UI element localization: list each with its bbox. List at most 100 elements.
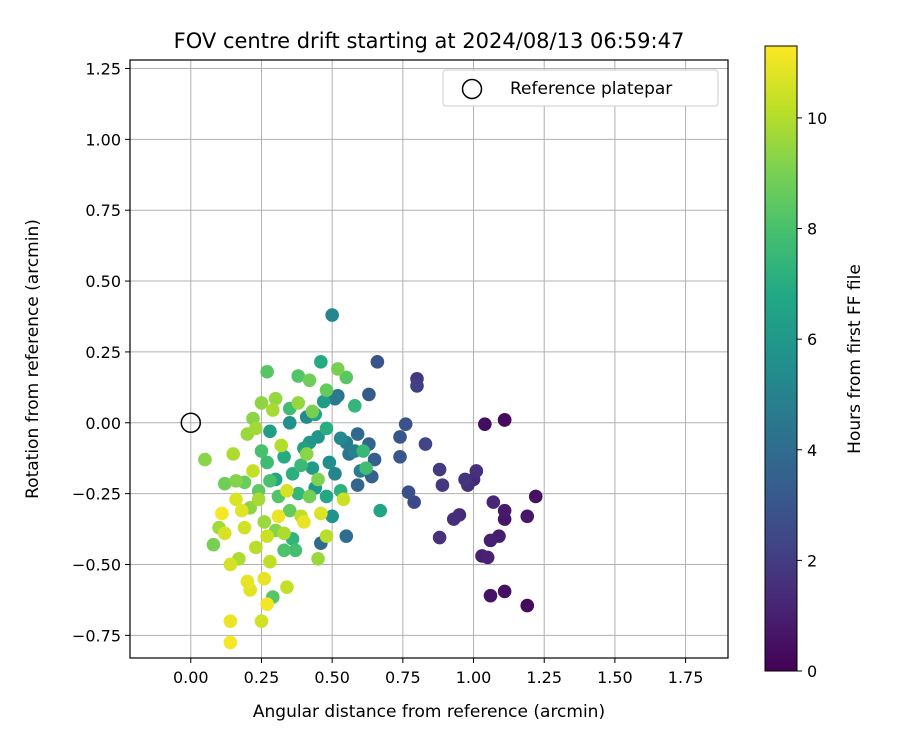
legend-box xyxy=(442,69,719,107)
data-point xyxy=(237,520,252,535)
data-point xyxy=(263,554,277,569)
data-point xyxy=(223,614,238,628)
data-point xyxy=(254,444,269,458)
data-point xyxy=(359,461,373,475)
data-point xyxy=(257,571,272,586)
points-layer xyxy=(198,308,543,650)
data-point xyxy=(285,466,300,481)
data-point xyxy=(339,370,354,385)
plot-frame xyxy=(129,59,729,659)
data-point xyxy=(277,449,291,464)
legend-marker-reference xyxy=(461,78,483,100)
legend: Reference platepar xyxy=(442,69,719,107)
data-point xyxy=(458,472,472,487)
x-tick-label: 0.75 xyxy=(385,668,421,687)
data-point xyxy=(311,472,325,487)
y-tick-label: −0.75 xyxy=(72,626,121,645)
data-point xyxy=(260,455,274,470)
data-point xyxy=(294,458,308,473)
data-point xyxy=(229,474,243,488)
data-point xyxy=(249,421,263,436)
data-point xyxy=(251,492,266,507)
x-tick-label: 1.25 xyxy=(526,668,562,687)
data-point xyxy=(483,588,498,603)
data-point xyxy=(291,396,306,410)
data-point xyxy=(328,391,342,406)
data-point xyxy=(302,489,317,504)
x-tick-label: 0.50 xyxy=(314,668,350,687)
data-point xyxy=(520,598,535,613)
data-point xyxy=(469,464,484,478)
data-point xyxy=(282,503,297,518)
data-point xyxy=(234,503,249,518)
data-point xyxy=(215,506,229,521)
data-point xyxy=(271,509,286,524)
data-point xyxy=(297,515,311,529)
colorbar-tick-label: 4 xyxy=(807,441,817,460)
y-tick-label: 0.00 xyxy=(85,414,121,433)
data-point xyxy=(319,421,334,436)
data-point xyxy=(350,427,365,441)
data-point xyxy=(367,452,382,467)
x-axis-label: Angular distance from reference (arcmin) xyxy=(253,702,605,722)
data-point xyxy=(331,362,345,376)
data-point xyxy=(401,485,416,500)
data-point xyxy=(393,430,407,444)
data-point xyxy=(277,543,291,558)
y-tick-label: −0.50 xyxy=(72,555,121,574)
data-point xyxy=(223,635,238,650)
data-point xyxy=(319,383,334,397)
data-point xyxy=(319,489,334,504)
colorbar-tick-label: 2 xyxy=(807,551,817,570)
chart-title: FOV centre drift starting at 2024/08/13 … xyxy=(174,29,685,53)
data-point xyxy=(520,509,535,524)
colorbar-label: Hours from first FF file xyxy=(845,264,865,454)
data-point xyxy=(435,478,450,492)
data-point xyxy=(339,529,354,543)
legend-label-reference: Reference platepar xyxy=(510,79,672,99)
data-point xyxy=(370,355,385,369)
data-point xyxy=(263,474,277,488)
data-point xyxy=(314,506,328,521)
x-tick-label: 0.25 xyxy=(244,668,280,687)
data-point xyxy=(299,447,314,461)
data-point xyxy=(362,387,376,402)
colorbar-tick-label: 8 xyxy=(807,220,817,239)
y-tick-label: 1.25 xyxy=(85,60,121,79)
data-point xyxy=(217,476,232,491)
y-tick-label: 0.25 xyxy=(85,343,121,362)
data-point xyxy=(336,492,351,507)
colorbar-tick-label: 10 xyxy=(807,109,827,128)
data-point xyxy=(198,452,212,467)
data-point xyxy=(528,489,543,504)
data-point xyxy=(226,447,241,461)
data-point xyxy=(260,529,274,543)
y-tick-label: 0.50 xyxy=(85,272,121,291)
data-point xyxy=(291,486,306,501)
data-point xyxy=(257,515,272,529)
data-point xyxy=(265,403,280,417)
data-point xyxy=(249,540,263,555)
data-point xyxy=(328,466,342,481)
data-point xyxy=(229,492,243,507)
data-point xyxy=(497,413,512,427)
data-point xyxy=(314,355,328,369)
data-point xyxy=(432,530,447,545)
data-point xyxy=(223,557,238,572)
data-point xyxy=(305,404,320,419)
data-point xyxy=(325,509,339,524)
data-point xyxy=(240,574,255,589)
data-point xyxy=(325,308,339,322)
x-tick-label: 1.75 xyxy=(668,668,704,687)
data-point xyxy=(322,455,337,470)
data-point xyxy=(319,529,334,543)
data-point xyxy=(478,417,492,431)
y-tick-label: 1.00 xyxy=(85,130,121,149)
data-point xyxy=(497,503,512,518)
colorbar-gradient xyxy=(764,45,798,672)
data-point xyxy=(246,464,260,478)
data-point xyxy=(206,537,221,552)
x-axis-ticks: 0.00 0.25 0.50 0.75 1.00 1.25 1.50 1.75 xyxy=(173,658,703,687)
data-point xyxy=(407,495,421,509)
